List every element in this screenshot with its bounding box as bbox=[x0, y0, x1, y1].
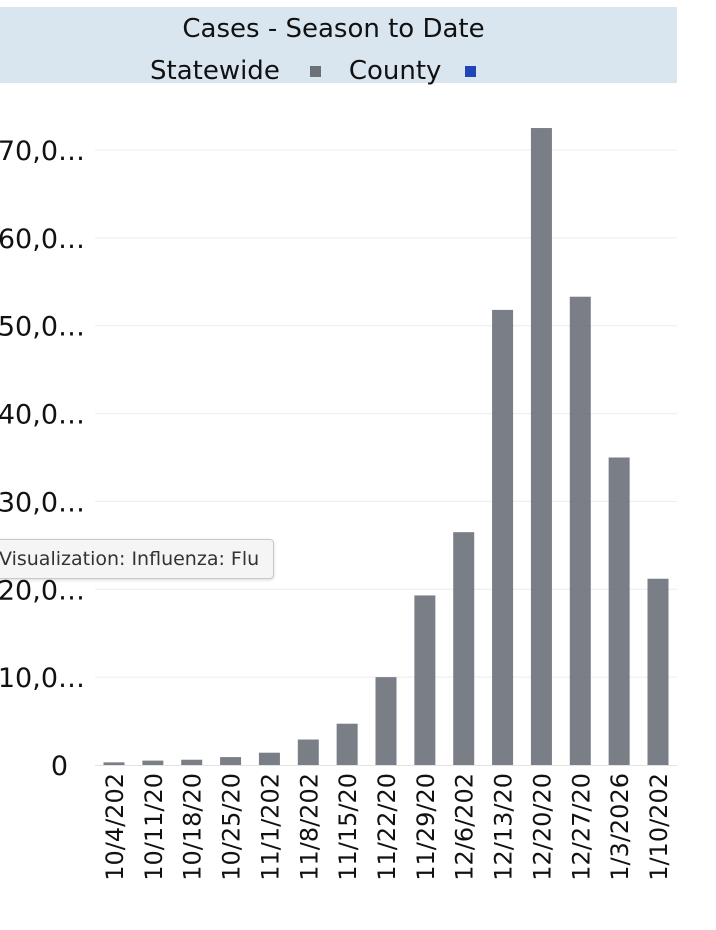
bar bbox=[375, 677, 397, 765]
x-tick-label: 12/13/20 bbox=[490, 773, 518, 881]
y-tick-label: 50,0… bbox=[0, 312, 85, 343]
x-tick-label: 11/29/20 bbox=[412, 773, 440, 881]
legend-item-county[interactable]: County bbox=[349, 56, 505, 86]
bar bbox=[647, 578, 669, 765]
legend-item-statewide[interactable]: Statewide bbox=[150, 56, 349, 86]
x-tick-label: 10/18/20 bbox=[179, 773, 207, 881]
x-tick-label: 1/10/202 bbox=[645, 773, 673, 881]
bar bbox=[297, 739, 319, 765]
bar bbox=[258, 752, 280, 765]
x-tick-label: 10/11/20 bbox=[140, 773, 168, 881]
bar bbox=[492, 309, 514, 765]
x-tick-label: 12/20/20 bbox=[528, 773, 556, 881]
bar bbox=[453, 532, 475, 765]
bar-chart: 0 10,0… 20,0… 30,0… 40,0… 50,0… 60,0… 70,0… 10/4… bbox=[0, 128, 677, 881]
x-tick-label: 10/4/202 bbox=[101, 773, 129, 881]
bar bbox=[142, 760, 164, 765]
y-tick-label: 40,0… bbox=[0, 400, 85, 431]
x-tick-label: 11/8/202 bbox=[295, 773, 323, 881]
bar bbox=[220, 757, 242, 765]
x-tick-label: 10/25/20 bbox=[218, 773, 246, 881]
legend-swatch-statewide bbox=[309, 65, 321, 77]
chart-title: Cases - Season to Date bbox=[182, 14, 485, 44]
bar bbox=[103, 762, 125, 765]
chart-legend: Statewide County bbox=[150, 54, 504, 88]
tooltip: Visualization: Influenza: Flu bbox=[0, 539, 275, 579]
bar bbox=[414, 595, 436, 765]
bar bbox=[608, 457, 630, 765]
bar bbox=[336, 723, 358, 765]
x-tick-label: 11/15/20 bbox=[334, 773, 362, 881]
y-tick-label: 60,0… bbox=[0, 224, 85, 255]
legend-swatch-county bbox=[465, 65, 477, 77]
chart-header: Cases - Season to Date Statewide County bbox=[0, 7, 677, 86]
y-tick-label: 20,0… bbox=[0, 575, 85, 606]
bar bbox=[569, 296, 591, 765]
x-tick-label: 11/1/202 bbox=[256, 773, 284, 881]
x-tick-label: 1/3/2026 bbox=[606, 773, 634, 881]
bar bbox=[181, 759, 203, 765]
legend-label-county: County bbox=[348, 56, 442, 86]
bar bbox=[530, 128, 552, 765]
legend-label-statewide: Statewide bbox=[150, 56, 280, 86]
x-tick-label: 12/6/202 bbox=[451, 773, 479, 881]
y-tick-label: 0 bbox=[51, 751, 68, 782]
x-tick-label: 12/27/20 bbox=[567, 773, 595, 881]
y-tick-label: 70,0… bbox=[0, 136, 85, 167]
y-tick-label: 10,0… bbox=[0, 663, 85, 694]
y-tick-label: 30,0… bbox=[0, 487, 85, 518]
x-tick-label: 11/22/20 bbox=[373, 773, 401, 881]
